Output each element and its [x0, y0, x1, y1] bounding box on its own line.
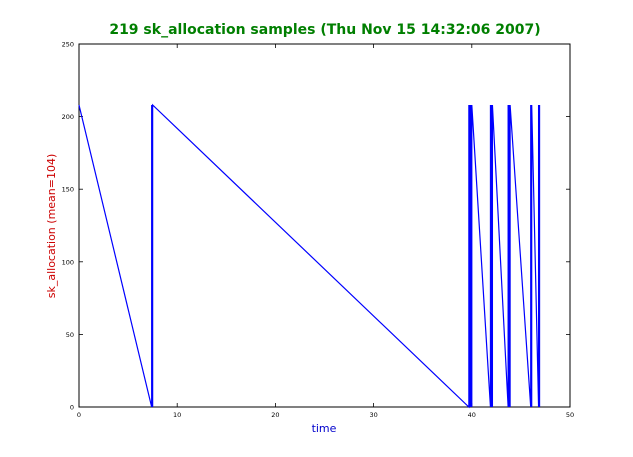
- x-tick-label: 0: [77, 411, 81, 419]
- x-tick-label: 20: [271, 411, 279, 419]
- y-tick-label: 0: [70, 404, 74, 412]
- y-tick-label: 150: [62, 186, 74, 194]
- y-tick-label: 100: [62, 258, 74, 266]
- y-axis-label: sk_allocation (mean=104): [45, 154, 58, 299]
- y-tick-label: 250: [62, 41, 74, 49]
- y-tick-label: 200: [62, 113, 74, 121]
- y-axis: 0 50 100 150 200 250: [62, 41, 570, 412]
- series-line: [78, 103, 541, 409]
- x-axis-label: time: [312, 422, 337, 435]
- chart-title: 219 sk_allocation samples (Thu Nov 15 14…: [109, 22, 540, 38]
- x-tick-label: 40: [468, 411, 476, 419]
- x-tick-label: 30: [369, 411, 377, 419]
- y-tick-label: 50: [66, 331, 74, 339]
- plot-area: [78, 43, 571, 408]
- x-tick-label: 50: [566, 411, 574, 419]
- x-tick-label: 10: [173, 411, 181, 419]
